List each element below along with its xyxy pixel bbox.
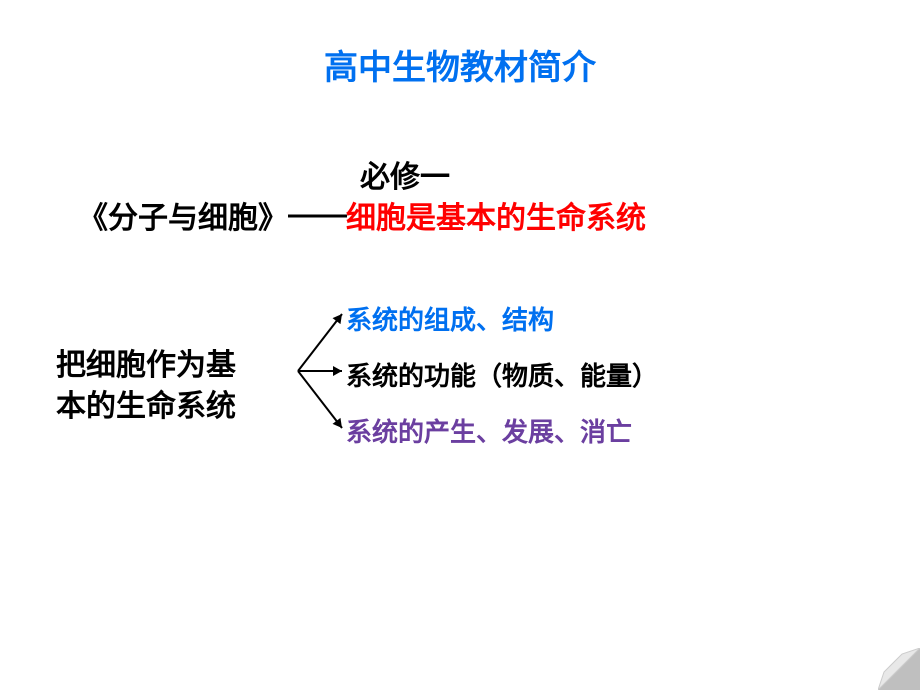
arrow-head-icon [333,366,342,376]
book-row: 《分子与细胞》 —— 细胞是基本的生命系统 [78,193,646,237]
page-curl-icon [878,648,920,690]
arrow-line [298,371,342,428]
arrow-head-icon [333,314,342,324]
left-block: 把细胞作为基 本的生命系统 [56,346,236,427]
branch-2: 系统的功能（物质、能量） [346,356,658,393]
dash: —— [288,198,346,232]
arrow-head-icon [333,418,342,428]
subtitle: 必修一 [360,152,450,196]
page-title: 高中生物教材简介 [0,40,920,89]
arrow-diagram [294,296,350,446]
arrow-line [298,314,342,371]
book-name: 《分子与细胞》 [78,193,288,237]
core-idea: 细胞是基本的生命系统 [346,193,646,237]
branch-3: 系统的产生、发展、消亡 [346,412,632,449]
title-text: 高中生物教材简介 [324,49,596,87]
subtitle-text: 必修一 [360,161,450,194]
branch-1: 系统的组成、结构 [346,300,554,337]
left-line2: 本的生命系统 [56,387,236,428]
left-line1: 把细胞作为基 [56,346,236,387]
